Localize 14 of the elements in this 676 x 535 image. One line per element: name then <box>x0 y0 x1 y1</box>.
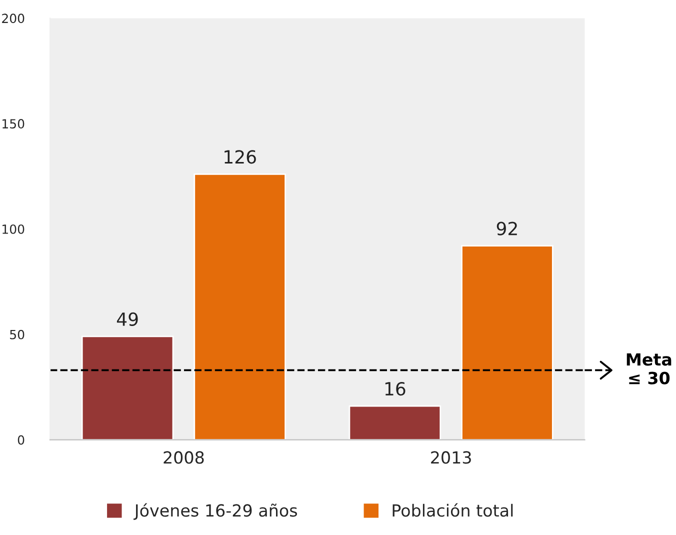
data-label: 16 <box>385 382 406 396</box>
y-tick-label: 100 <box>2 224 24 234</box>
legend-label: Jóvenes 16-29 años <box>134 503 298 520</box>
x-tick-label: 2008 <box>164 451 204 464</box>
legend-label: Población total <box>392 503 513 517</box>
x-tick-label: 2013 <box>431 451 471 464</box>
y-tick-label: 150 <box>2 119 24 129</box>
y-tick-label: 0 <box>18 435 24 445</box>
data-label: 126 <box>224 150 256 164</box>
y-tick-label: 50 <box>10 330 24 340</box>
y-tick-label: 200 <box>2 14 24 24</box>
data-label: 49 <box>116 312 138 326</box>
ref-line-label: Meta ≤ 30 <box>626 353 672 384</box>
data-label: 92 <box>496 222 517 236</box>
